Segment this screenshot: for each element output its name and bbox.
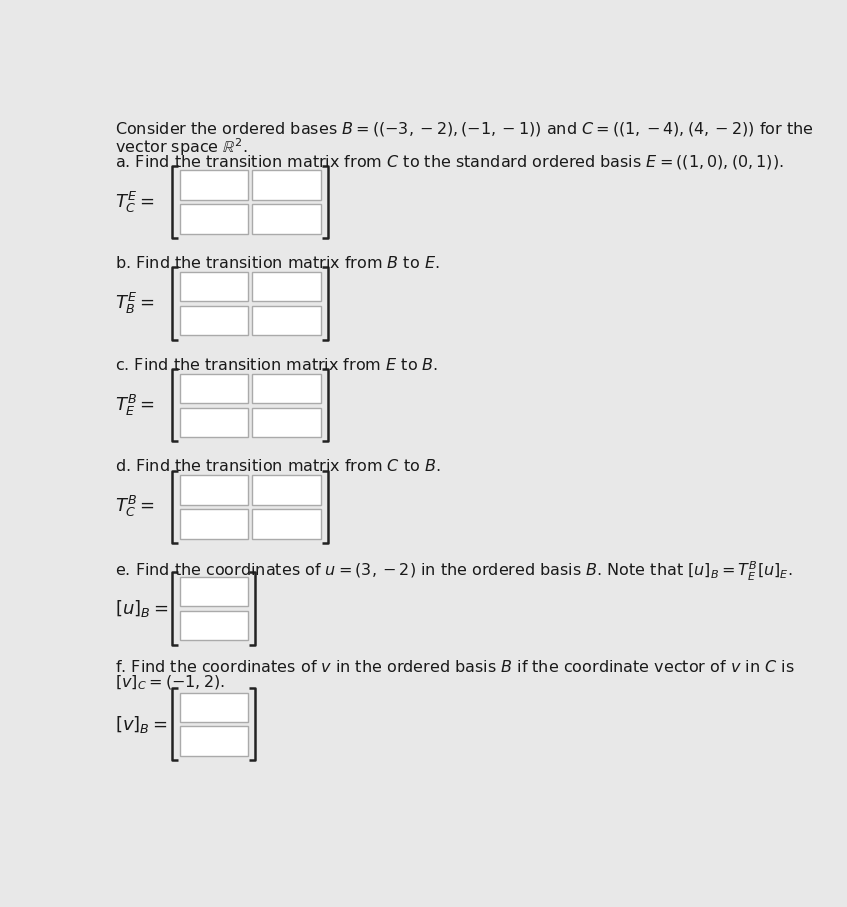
Text: $T_C^B =$: $T_C^B =$	[115, 494, 155, 520]
FancyBboxPatch shape	[180, 611, 247, 640]
Text: a. Find the transition matrix from $C$ to the standard ordered basis $E = ((1,0): a. Find the transition matrix from $C$ t…	[115, 152, 784, 171]
Text: $T_E^B =$: $T_E^B =$	[115, 393, 155, 418]
FancyBboxPatch shape	[252, 306, 320, 336]
FancyBboxPatch shape	[180, 204, 247, 234]
FancyBboxPatch shape	[252, 204, 320, 234]
FancyBboxPatch shape	[180, 407, 247, 437]
Text: $[v]_B =$: $[v]_B =$	[115, 714, 168, 735]
FancyBboxPatch shape	[180, 475, 247, 504]
FancyBboxPatch shape	[252, 475, 320, 504]
FancyBboxPatch shape	[180, 171, 247, 200]
FancyBboxPatch shape	[180, 509, 247, 539]
Text: $[v]_C = (-1,2)$.: $[v]_C = (-1,2)$.	[115, 674, 225, 692]
Text: f. Find the coordinates of $v$ in the ordered basis $B$ if the coordinate vector: f. Find the coordinates of $v$ in the or…	[115, 658, 794, 675]
FancyBboxPatch shape	[252, 407, 320, 437]
FancyBboxPatch shape	[180, 727, 247, 756]
FancyBboxPatch shape	[180, 272, 247, 301]
Text: b. Find the transition matrix from $B$ to $E$.: b. Find the transition matrix from $B$ t…	[115, 255, 440, 271]
FancyBboxPatch shape	[252, 509, 320, 539]
Text: $T_B^E =$: $T_B^E =$	[115, 291, 154, 317]
Text: c. Find the transition matrix from $E$ to $B$.: c. Find the transition matrix from $E$ t…	[115, 356, 439, 373]
Text: vector space $\mathbb{R}^2$.: vector space $\mathbb{R}^2$.	[115, 137, 248, 158]
Text: $[u]_B =$: $[u]_B =$	[115, 598, 169, 619]
FancyBboxPatch shape	[252, 374, 320, 403]
FancyBboxPatch shape	[252, 272, 320, 301]
Text: d. Find the transition matrix from $C$ to $B$.: d. Find the transition matrix from $C$ t…	[115, 458, 440, 474]
Text: $T_C^E =$: $T_C^E =$	[115, 190, 154, 215]
Text: Consider the ordered bases $B = ((-3,-2),(-1,-1))$ and $C = ((1,-4),(4,-2))$ for: Consider the ordered bases $B = ((-3,-2)…	[115, 120, 814, 138]
Text: e. Find the coordinates of $u = (3,-2)$ in the ordered basis $B$. Note that $[u]: e. Find the coordinates of $u = (3,-2)$ …	[115, 560, 793, 583]
FancyBboxPatch shape	[180, 693, 247, 722]
FancyBboxPatch shape	[180, 374, 247, 403]
FancyBboxPatch shape	[180, 577, 247, 606]
FancyBboxPatch shape	[180, 306, 247, 336]
FancyBboxPatch shape	[252, 171, 320, 200]
